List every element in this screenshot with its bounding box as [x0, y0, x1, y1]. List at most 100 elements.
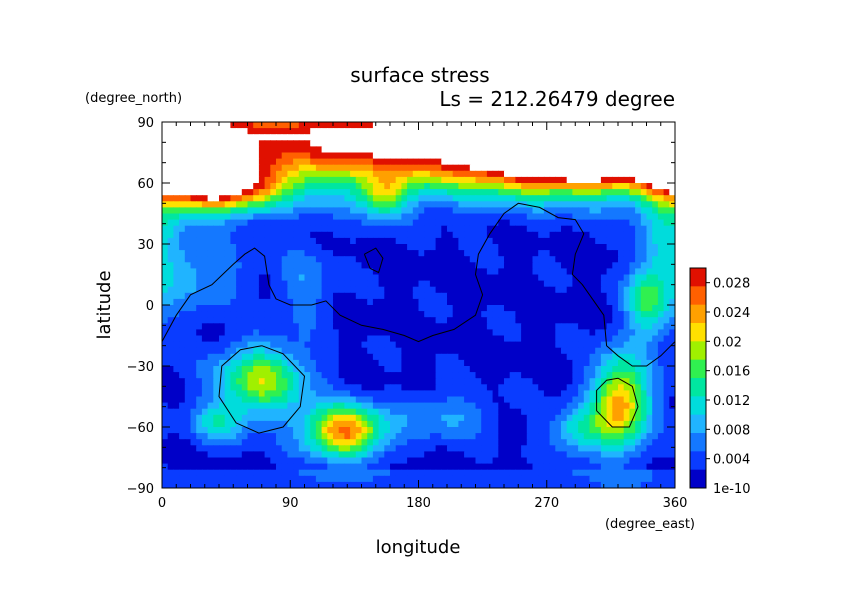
- heatmap-cell: [213, 323, 220, 330]
- heatmap-cell: [646, 427, 653, 434]
- heatmap-cell: [270, 347, 277, 355]
- heatmap-cell: [241, 408, 249, 416]
- heatmap-cell: [435, 445, 442, 452]
- heatmap-cell: [635, 445, 642, 452]
- heatmap-cell: [515, 451, 522, 459]
- heatmap-cell: [219, 140, 226, 147]
- heatmap-cell: [344, 457, 351, 465]
- heatmap-cell: [458, 305, 465, 312]
- heatmap-cell: [435, 402, 442, 410]
- heatmap-cell: [652, 219, 659, 227]
- heatmap-cell: [293, 268, 300, 276]
- heatmap-cell: [344, 384, 351, 391]
- heatmap-cell: [350, 189, 357, 196]
- heatmap-cell: [555, 268, 562, 276]
- heatmap-cell: [435, 427, 442, 434]
- heatmap-cell: [623, 128, 630, 135]
- heatmap-cell: [315, 274, 323, 282]
- heatmap-cell: [384, 378, 391, 385]
- heatmap-cell: [663, 402, 670, 410]
- heatmap-cell: [241, 189, 249, 196]
- heatmap-cell: [515, 189, 522, 196]
- heatmap-cell: [310, 378, 317, 385]
- heatmap-cell: [412, 164, 420, 172]
- heatmap-cell: [572, 414, 579, 422]
- heatmap-cell: [378, 164, 385, 172]
- heatmap-cell: [361, 347, 368, 355]
- heatmap-cell: [652, 298, 659, 306]
- heatmap-cell: [219, 402, 226, 410]
- heatmap-cell: [407, 298, 414, 306]
- heatmap-cell: [424, 176, 431, 184]
- heatmap-cell: [498, 341, 505, 349]
- heatmap-cell: [435, 335, 442, 343]
- heatmap-cell: [635, 390, 642, 398]
- heatmap-cell: [486, 402, 494, 410]
- heatmap-cell: [418, 146, 425, 154]
- heatmap-cell: [167, 158, 174, 166]
- heatmap-cell: [424, 231, 431, 239]
- heatmap-cell: [310, 183, 317, 190]
- heatmap-cell: [452, 207, 459, 215]
- heatmap-cell: [304, 311, 311, 318]
- heatmap-cell: [526, 317, 534, 324]
- heatmap-cell: [640, 445, 648, 452]
- heatmap-cell: [355, 335, 363, 343]
- heatmap-cell: [321, 189, 328, 196]
- heatmap-cell: [424, 329, 431, 337]
- heatmap-cell: [264, 372, 271, 379]
- heatmap-cell: [447, 335, 454, 343]
- heatmap-cell: [583, 286, 591, 294]
- heatmap-cell: [304, 286, 311, 294]
- heatmap-cell: [669, 286, 675, 294]
- heatmap-cell: [179, 433, 186, 440]
- heatmap-cell: [464, 122, 471, 129]
- heatmap-cell: [492, 298, 499, 306]
- heatmap-cell: [236, 305, 243, 312]
- heatmap-cell: [190, 280, 197, 288]
- heatmap-cell: [236, 341, 243, 349]
- heatmap-cell: [623, 170, 630, 178]
- heatmap-cell: [555, 256, 562, 263]
- heatmap-cell: [258, 244, 266, 251]
- heatmap-cell: [355, 457, 363, 465]
- heatmap-cell: [481, 366, 488, 373]
- heatmap-cell: [561, 280, 568, 288]
- heatmap-cell: [595, 445, 602, 452]
- heatmap-cell: [618, 256, 625, 263]
- heatmap-cell: [333, 427, 340, 434]
- heatmap-cell: [338, 201, 345, 208]
- heatmap-cell: [338, 286, 345, 294]
- heatmap-cell: [321, 237, 328, 245]
- heatmap-cell: [566, 268, 573, 276]
- heatmap-cell: [606, 353, 613, 361]
- heatmap-cell: [549, 305, 556, 312]
- heatmap-cell: [469, 298, 477, 306]
- heatmap-cell: [270, 146, 277, 154]
- heatmap-cell: [179, 366, 186, 373]
- heatmap-cell: [435, 274, 442, 282]
- heatmap-cell: [504, 164, 511, 172]
- heatmap-cell: [236, 128, 243, 135]
- heatmap-cell: [350, 451, 357, 459]
- heatmap-cell: [498, 311, 505, 318]
- heatmap-cell: [469, 451, 477, 459]
- heatmap-cell: [561, 378, 568, 385]
- heatmap-cell: [378, 158, 385, 166]
- heatmap-cell: [264, 152, 271, 160]
- heatmap-cell: [424, 256, 431, 263]
- heatmap-cell: [258, 256, 266, 263]
- heatmap-cell: [657, 140, 665, 147]
- heatmap-cell: [492, 207, 499, 215]
- heatmap-cell: [669, 256, 675, 263]
- heatmap-cell: [543, 176, 551, 184]
- heatmap-cell: [338, 189, 345, 196]
- heatmap-cell: [338, 335, 345, 343]
- heatmap-cell: [361, 427, 368, 434]
- heatmap-cell: [418, 219, 425, 227]
- heatmap-cell: [167, 268, 174, 276]
- heatmap-cell: [224, 213, 231, 221]
- heatmap-cell: [367, 372, 374, 379]
- heatmap-cell: [390, 262, 397, 269]
- heatmap-cell: [464, 420, 471, 428]
